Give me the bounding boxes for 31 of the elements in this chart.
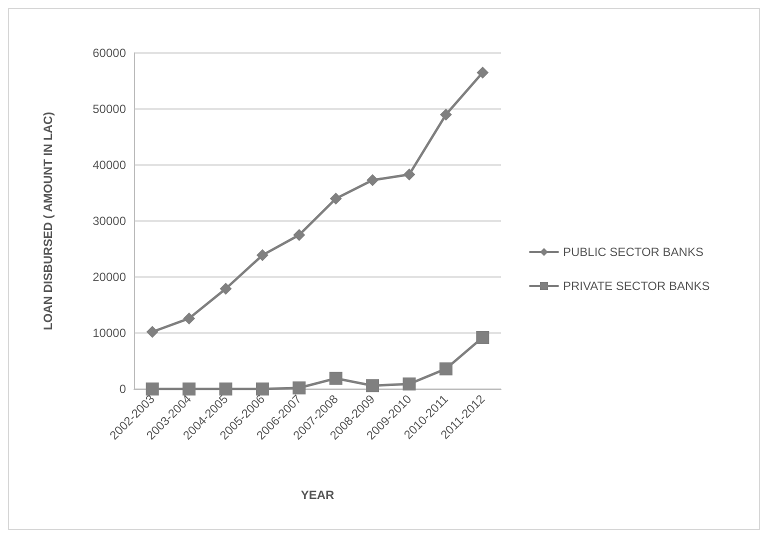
point — [256, 249, 268, 262]
point — [146, 326, 158, 338]
legend-label: PRIVATE SECTOR BANKS — [563, 279, 710, 293]
point — [220, 282, 232, 295]
point — [403, 168, 416, 181]
y-tick-label: 0 — [119, 382, 126, 396]
point — [402, 377, 416, 390]
y-tick-label: 40000 — [92, 158, 126, 172]
y-tick-label: 10000 — [92, 326, 126, 340]
y-tick-label: 20000 — [92, 270, 126, 284]
point — [256, 382, 269, 396]
point — [183, 312, 196, 324]
y-axis-title: LOAN DISBURSED ( AMOUNT IN LAC) — [41, 112, 55, 330]
point — [329, 372, 342, 385]
x-axis-title: YEAR — [300, 488, 334, 502]
point — [219, 382, 232, 396]
legend-label: PUBLIC SECTOR BANKS — [563, 245, 704, 259]
point — [366, 379, 380, 392]
point — [292, 381, 306, 394]
y-tick-label: 60000 — [92, 46, 126, 60]
point — [476, 66, 489, 79]
point — [293, 229, 306, 241]
y-tick-label: 50000 — [92, 102, 126, 116]
point — [146, 382, 159, 396]
point — [440, 108, 452, 121]
point — [366, 174, 379, 186]
point — [476, 330, 490, 344]
point — [182, 382, 196, 396]
point — [439, 362, 452, 376]
point — [330, 192, 342, 205]
y-tick-label: 30000 — [92, 214, 126, 228]
